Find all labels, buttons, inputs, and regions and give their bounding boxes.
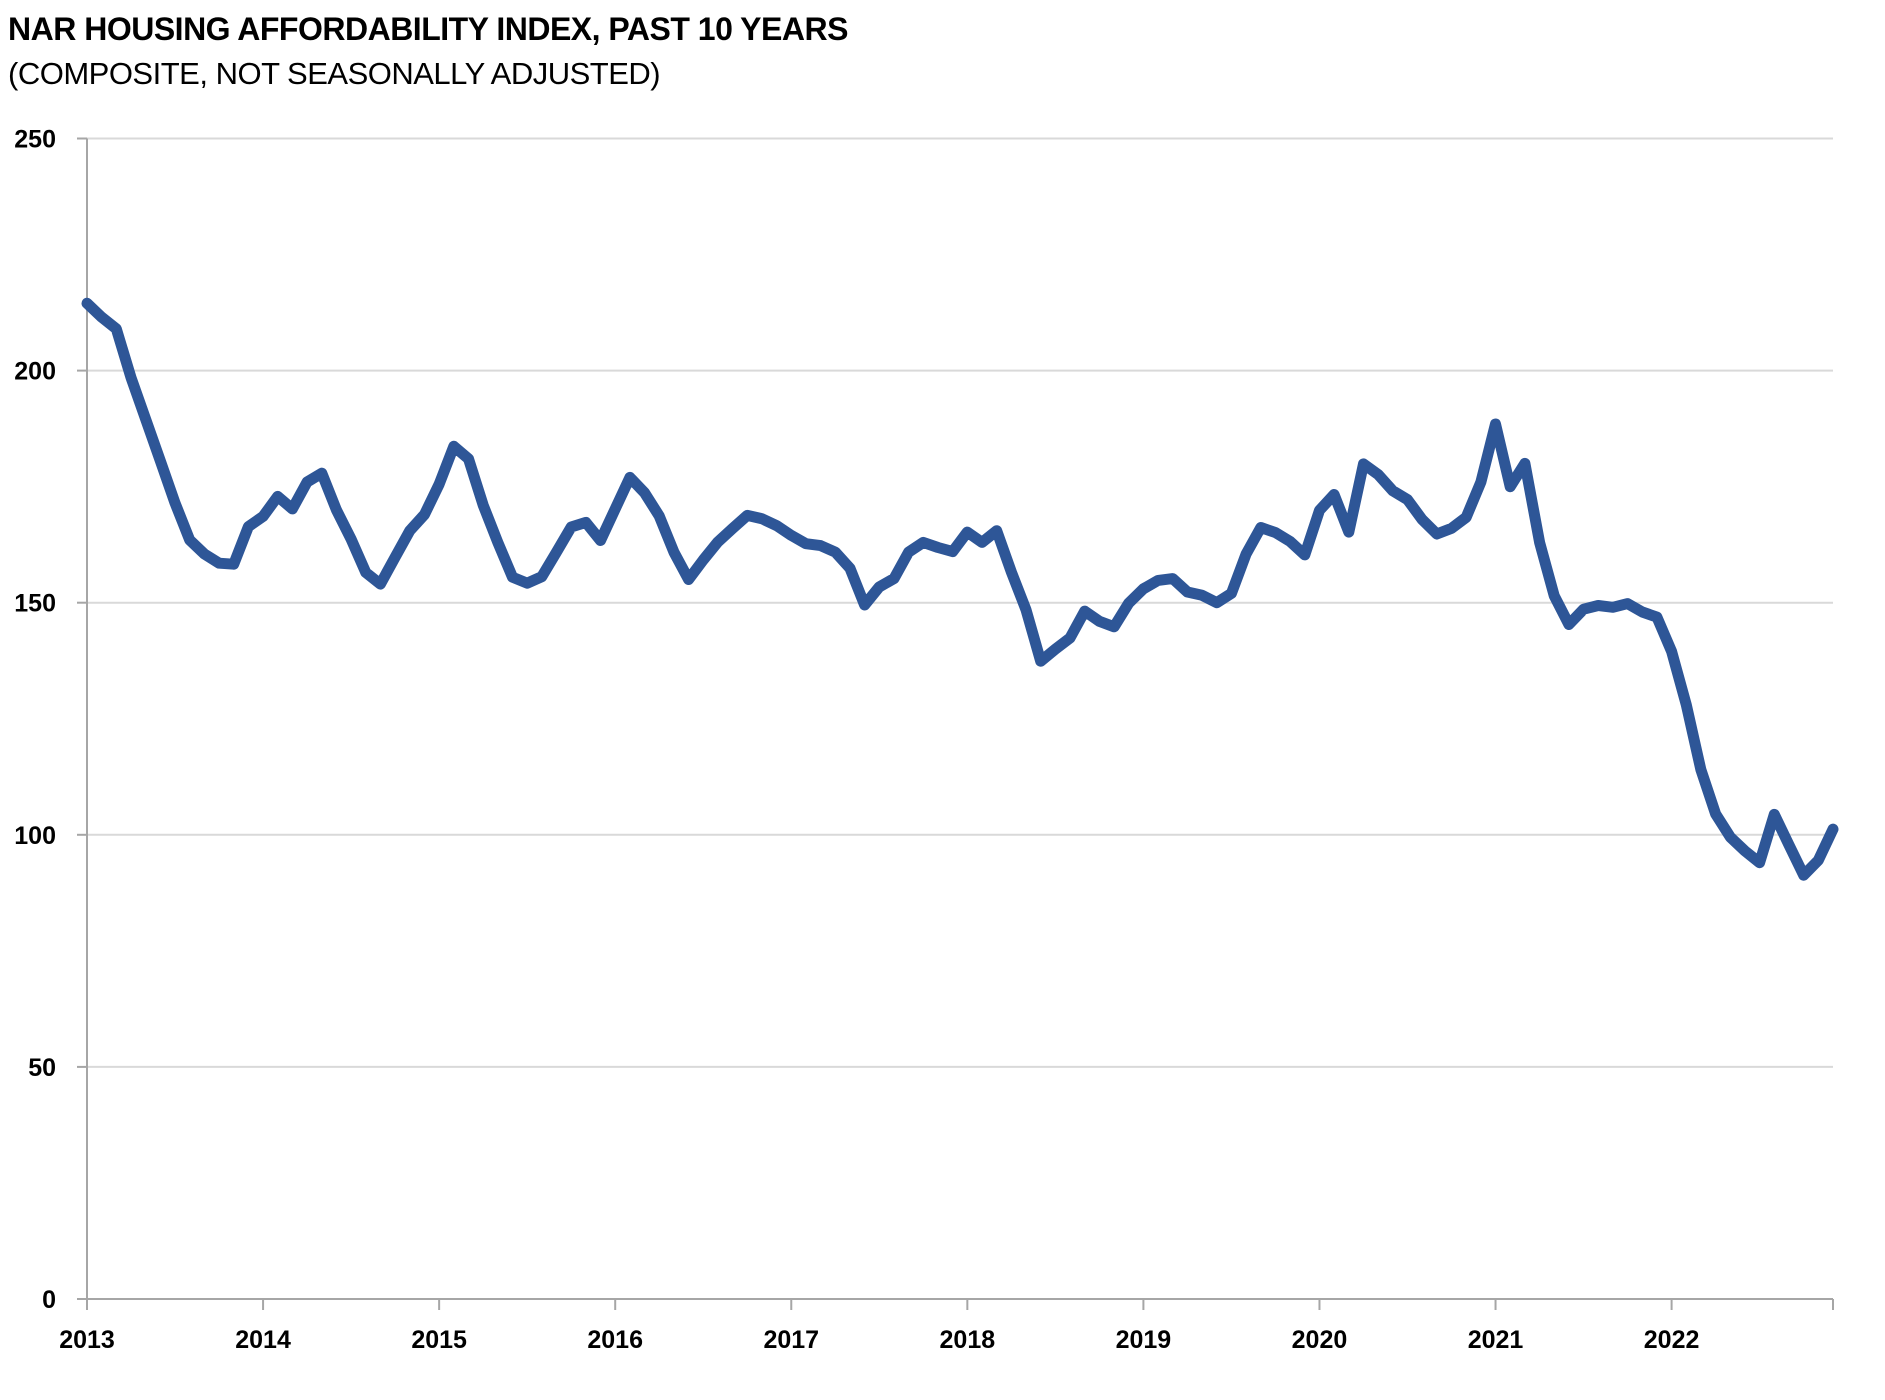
y-axis-tick-label-100: 100: [14, 822, 56, 850]
x-axis-tick-label-2019: 2019: [1116, 1326, 1172, 1354]
x-axis-tick-label-2020: 2020: [1292, 1326, 1348, 1354]
y-axis-tick-label-150: 150: [14, 590, 56, 618]
y-axis-tick-label-0: 0: [42, 1286, 56, 1314]
x-axis-tick-label-2014: 2014: [235, 1326, 291, 1354]
data-series: [81, 297, 1839, 881]
x-axis-tick-label-2017: 2017: [763, 1326, 819, 1354]
affordability-index-line: [81, 297, 1839, 881]
x-axis-tick-label-2016: 2016: [587, 1326, 643, 1354]
y-axis-tick-label-250: 250: [14, 126, 56, 154]
x-axis-tick-label-2013: 2013: [59, 1326, 115, 1354]
y-axis-tick-label-200: 200: [14, 358, 56, 386]
chart-subtitle: (COMPOSITE, NOT SEASONALLY ADJUSTED): [8, 56, 660, 91]
tick-labels: 0 50 100 150 200 250 2013 2014 2015 2016 2017 2018 2…: [14, 126, 1699, 1355]
y-axis-tick-label-50: 50: [28, 1054, 56, 1082]
chart-title: NAR HOUSING AFFORDABILITY INDEX, PAST 10…: [8, 11, 848, 47]
x-axis-tick-label-2018: 2018: [940, 1326, 996, 1354]
tick-marks: [77, 137, 1834, 1310]
gridlines: [87, 137, 1833, 1068]
x-axis-tick-label-2015: 2015: [411, 1326, 467, 1354]
x-axis-tick-label-2021: 2021: [1468, 1326, 1524, 1354]
x-axis-tick-label-2022: 2022: [1644, 1326, 1700, 1354]
axes: [86, 138, 1833, 1300]
